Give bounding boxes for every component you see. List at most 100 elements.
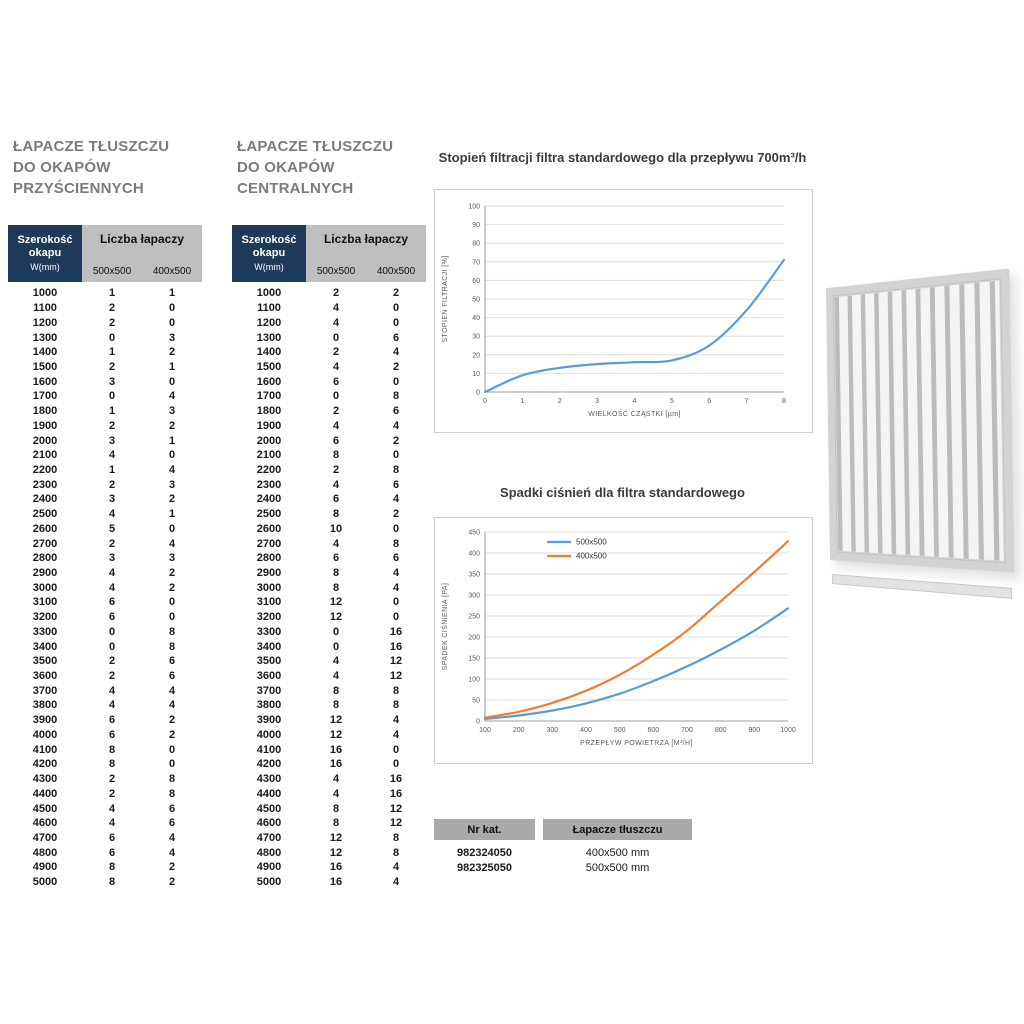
cell: 1500 bbox=[256, 360, 282, 373]
header-subcolumns: 500x500 400x500 bbox=[306, 266, 426, 277]
cell: 2 bbox=[392, 434, 400, 447]
table-row: 4500 4 6 bbox=[8, 801, 202, 816]
cell: 6 bbox=[392, 478, 400, 491]
cell: 6 bbox=[108, 846, 116, 859]
central-hoods-table-header: Szerokość okapu W(mm) Liczba łapaczy 500… bbox=[232, 225, 426, 282]
y-tick-label: 60 bbox=[472, 278, 480, 285]
cell: 12 bbox=[389, 817, 403, 830]
cell: 2900 bbox=[256, 567, 282, 580]
cell: 4 bbox=[108, 508, 116, 521]
catalog-table-header: Nr kat. Łapacze tłuszczu bbox=[434, 819, 694, 840]
y-tick-label: 250 bbox=[468, 614, 480, 621]
cell: 4 bbox=[168, 684, 176, 697]
cell: 8 bbox=[108, 876, 116, 889]
y-tick-label: 10 bbox=[472, 371, 480, 378]
cell: 4800 bbox=[256, 846, 282, 859]
cell: 3500 bbox=[256, 655, 282, 668]
cell: 8 bbox=[392, 463, 400, 476]
cell: 10 bbox=[329, 522, 343, 535]
table-row: 1700 0 8 bbox=[232, 389, 426, 404]
x-tick-label: 6 bbox=[707, 398, 711, 405]
filter-slats bbox=[834, 280, 1004, 561]
cell: 3300 bbox=[256, 625, 282, 638]
x-tick-label: 100 bbox=[479, 727, 491, 734]
cell: 3 bbox=[108, 434, 116, 447]
grease-filter-photo bbox=[824, 268, 1020, 600]
cell: 982324050 bbox=[456, 846, 513, 859]
cell: 0 bbox=[168, 522, 176, 535]
y-axis-label: STOPIEŃ FILTRACJI [%] bbox=[440, 255, 449, 342]
cell: 2 bbox=[168, 346, 176, 359]
cell: 16 bbox=[389, 640, 403, 653]
table-row: 2400 3 2 bbox=[8, 492, 202, 507]
cell: 0 bbox=[392, 302, 400, 315]
cell: 4 bbox=[332, 537, 340, 550]
table-row: 1000 1 1 bbox=[8, 286, 202, 301]
cell: 4 bbox=[168, 390, 176, 403]
cell: 3100 bbox=[256, 596, 282, 609]
x-tick-label: 600 bbox=[647, 727, 659, 734]
x-tick-label: 200 bbox=[513, 727, 525, 734]
cell: 2400 bbox=[32, 493, 58, 506]
table-row: 1400 2 4 bbox=[232, 345, 426, 360]
header-text: Szerokość bbox=[241, 233, 297, 246]
x-axis-label: PRZEPŁYW POWIETRZA [M³/H] bbox=[580, 740, 693, 747]
y-tick-label: 40 bbox=[472, 315, 480, 322]
cell: 8 bbox=[332, 684, 340, 697]
table-row: 4300 2 8 bbox=[8, 772, 202, 787]
table-row: 4100 16 0 bbox=[232, 742, 426, 757]
table-row: 1200 2 0 bbox=[8, 315, 202, 330]
cell: 6 bbox=[108, 728, 116, 741]
cell: 2 bbox=[168, 714, 176, 727]
cell: 2 bbox=[332, 405, 340, 418]
y-tick-label: 200 bbox=[468, 635, 480, 642]
pressure-chart-svg: 0 50 100 150 200 250 300 350 400 450 100 200 300 400 5… bbox=[440, 530, 796, 748]
cell: 1900 bbox=[256, 419, 282, 432]
table-row: 1900 4 4 bbox=[232, 418, 426, 433]
cell: 4 bbox=[108, 699, 116, 712]
cell: 4 bbox=[168, 846, 176, 859]
table-row: 3800 4 4 bbox=[8, 698, 202, 713]
x-tick-label: 500 bbox=[614, 727, 626, 734]
table-row: 2100 8 0 bbox=[232, 448, 426, 463]
y-tick-label: 70 bbox=[472, 259, 480, 266]
cell: 2000 bbox=[256, 434, 282, 447]
count-header-cell: Liczba łapaczy 500x500 400x500 bbox=[306, 225, 426, 282]
table-row: 1300 0 3 bbox=[8, 330, 202, 345]
table-row: 3800 8 8 bbox=[232, 698, 426, 713]
cell: 12 bbox=[329, 714, 343, 727]
cell: 5000 bbox=[256, 876, 282, 889]
central-hoods-rows: 1000 2 2 1100 4 0 1200 4 0 1300 0 6 1400 2 4 1500 4 2 1600… bbox=[232, 282, 426, 889]
cell: 2 bbox=[168, 728, 176, 741]
cell: 8 bbox=[392, 390, 400, 403]
cell: 0 bbox=[332, 625, 340, 638]
cell: 4 bbox=[392, 346, 400, 359]
cell: 4200 bbox=[32, 758, 58, 771]
cell: 2100 bbox=[32, 449, 58, 462]
cell: 8 bbox=[332, 449, 340, 462]
title-line: DO OKAPÓW bbox=[13, 159, 111, 176]
cell: 16 bbox=[389, 625, 403, 638]
cell: 3000 bbox=[256, 581, 282, 594]
cell: 8 bbox=[332, 802, 340, 815]
cell: 1600 bbox=[32, 375, 58, 388]
cell: 6 bbox=[108, 831, 116, 844]
table-row: 2600 5 0 bbox=[8, 522, 202, 537]
table-row: 3400 0 16 bbox=[232, 639, 426, 654]
table-row: 3500 4 12 bbox=[232, 654, 426, 669]
series-filtracja bbox=[483, 258, 786, 394]
table-row: 4800 6 4 bbox=[8, 845, 202, 860]
y-tick-label: 80 bbox=[472, 241, 480, 248]
x-tick-label: 1 bbox=[520, 398, 524, 405]
catalog-header-type: Łapacze tłuszczu bbox=[543, 819, 692, 840]
table-row: 1200 4 0 bbox=[232, 315, 426, 330]
table-row: 3000 4 2 bbox=[8, 580, 202, 595]
wall-hoods-table-header: Szerokość okapu W(mm) Liczba łapaczy 500… bbox=[8, 225, 202, 282]
y-tick-label: 0 bbox=[476, 719, 480, 726]
cell: 4 bbox=[392, 419, 400, 432]
col-400x500-label: 400x500 bbox=[152, 266, 192, 277]
cell: 3200 bbox=[256, 611, 282, 624]
cell: 16 bbox=[329, 876, 343, 889]
title-line: ŁAPACZE TŁUSZCZU bbox=[13, 138, 170, 155]
cell: 4 bbox=[392, 876, 400, 889]
